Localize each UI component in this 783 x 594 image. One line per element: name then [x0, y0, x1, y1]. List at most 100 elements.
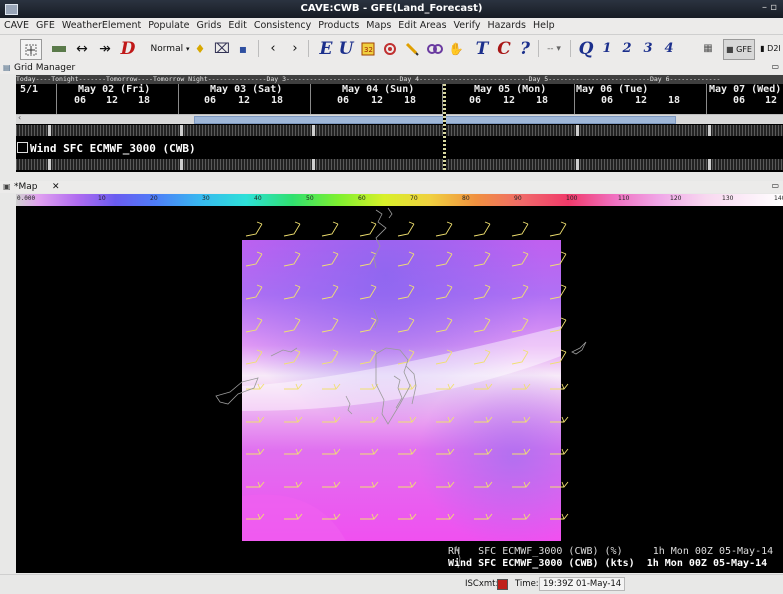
pencil-icon[interactable]: ♦ — [194, 41, 206, 56]
hour-label: 12 — [371, 95, 384, 106]
color-bar[interactable]: 0.000 10 20 30 40 50 60 70 80 90 100 110 120 130 140 — [16, 194, 783, 206]
menu-grids[interactable]: Grids — [196, 20, 222, 31]
step-forward-icon[interactable]: › — [292, 41, 298, 56]
brush-icon[interactable] — [404, 39, 420, 58]
map-canvas[interactable]: RH SFC ECMWF_3000 (CWB) (%) 1h Mon 00Z 0… — [16, 206, 783, 573]
hour-label: 06 — [469, 95, 482, 106]
window-controls[interactable]: – ▫ — [762, 2, 777, 13]
help-query-icon[interactable]: ? — [520, 38, 530, 59]
contour-icon[interactable]: ⌧ — [213, 40, 231, 57]
menu-consistency[interactable]: Consistency — [253, 20, 312, 31]
wind-barb — [283, 251, 301, 267]
wind-barb — [398, 513, 417, 520]
menu-hazards[interactable]: Hazards — [487, 20, 526, 31]
row-checkbox-icon[interactable] — [17, 142, 28, 153]
wind-barb — [397, 317, 415, 333]
wind-barb — [398, 416, 417, 423]
wind-barb — [398, 383, 417, 390]
save-icon[interactable]: ▪ — [238, 41, 248, 56]
link-icon[interactable] — [426, 39, 444, 58]
dash-dropdown[interactable]: -- ▾ — [547, 43, 561, 54]
sample-tool-icon[interactable] — [50, 39, 68, 58]
legend-wind-text: SFC ECMWF_3000 (CWB) (kts) — [478, 558, 635, 569]
isc-indicator[interactable] — [497, 579, 508, 590]
menu-weatherelement[interactable]: WeatherElement — [61, 20, 142, 31]
wind-barb — [549, 349, 567, 365]
hand-icon[interactable]: ✋ — [448, 41, 464, 56]
menu-cave[interactable]: CAVE — [4, 20, 30, 31]
map-tab[interactable]: ▣ *Map ✕ ▭ — [0, 181, 783, 193]
rh-image — [242, 240, 561, 541]
toolbar-e-button[interactable]: E — [319, 38, 333, 59]
d2d-icon: ▮ — [760, 44, 765, 53]
legend-rh[interactable]: RH SFC ECMWF_3000 (CWB) (%) 1h Mon 00Z 0… — [448, 546, 773, 557]
hour-label: 18 — [271, 95, 284, 106]
grid-row-label[interactable]: Wind SFC ECMWF_3000 (CWB) — [17, 142, 196, 155]
app-icon — [5, 4, 18, 15]
minimize-icon[interactable]: ▭ — [771, 181, 779, 190]
wind-barb — [436, 416, 455, 423]
select-tool-icon[interactable] — [20, 39, 42, 60]
wind-barb — [435, 349, 453, 365]
grid-manager-tab[interactable]: ▤ Grid Manager ▭ — [0, 62, 783, 74]
wind-barb — [474, 481, 493, 488]
menu-products[interactable]: Products — [318, 20, 360, 31]
close-icon[interactable]: ✕ — [52, 182, 60, 192]
menu-gfe[interactable]: GFE — [36, 20, 55, 31]
day-label: May 05 (Mon) — [474, 84, 547, 95]
step-back-icon[interactable]: ‹ — [270, 41, 276, 56]
hour-label: 06 — [601, 95, 614, 106]
toolbar-t-button[interactable]: T — [475, 38, 489, 59]
menu-populate[interactable]: Populate — [148, 20, 190, 31]
scrollbar-thumb[interactable] — [194, 116, 676, 124]
adjust-icon[interactable]: ↠ — [99, 40, 111, 57]
toolbar-4-button[interactable]: 4 — [664, 41, 674, 56]
toolbar-u-button[interactable]: U — [338, 38, 354, 59]
toolbar-3-button[interactable]: 3 — [643, 41, 653, 56]
date-first-label: 5/1 — [20, 84, 39, 95]
target-icon[interactable] — [382, 39, 398, 58]
colorbar-tick-label: 130 — [722, 195, 734, 202]
menu-edit-areas[interactable]: Edit Areas — [398, 20, 447, 31]
time-label: Time: — [515, 579, 539, 589]
perspective-gfe-label: GFE — [736, 45, 752, 54]
legend-wind[interactable]: Wind SFC ECMWF_3000 (CWB) (kts) 1h Mon 0… — [448, 558, 767, 569]
thirty-two-icon[interactable]: 32 — [360, 39, 376, 58]
wind-barb — [550, 416, 569, 423]
wind-barb — [435, 317, 453, 333]
wind-barb — [397, 349, 415, 365]
map-tab-label: *Map — [14, 182, 38, 192]
menu-help[interactable]: Help — [532, 20, 555, 31]
toolbar-q-button[interactable]: Q — [578, 38, 594, 59]
toolbar-1-button[interactable]: 1 — [602, 41, 612, 56]
time-cursor[interactable] — [443, 84, 446, 172]
perspective-gfe-button[interactable]: ■ GFE — [723, 39, 755, 60]
wind-barb — [245, 349, 263, 365]
scroll-left-icon[interactable]: ‹ — [18, 113, 22, 122]
wind-barb — [512, 513, 531, 520]
perspective-open-icon[interactable]: ▦ — [703, 43, 713, 54]
wind-barb — [284, 481, 303, 488]
wind-barb — [435, 284, 453, 300]
grid-row[interactable] — [16, 159, 783, 170]
hour-label: 12 — [106, 95, 119, 106]
chevron-down-icon: ▾ — [185, 44, 190, 53]
wind-barb — [511, 349, 529, 365]
wind-barb — [512, 481, 531, 488]
colorbar-tick-label: 70 — [410, 195, 418, 202]
menu-verify[interactable]: Verify — [453, 20, 481, 31]
toolbar-c-button[interactable]: C — [497, 38, 511, 59]
perspective-d2d-button[interactable]: ▮ D2I — [758, 39, 783, 58]
minimize-icon[interactable]: ▭ — [771, 62, 779, 71]
wind-barb — [283, 317, 301, 333]
grid-row[interactable] — [16, 125, 783, 136]
toolbar-2-button[interactable]: 2 — [622, 41, 632, 56]
draw-d-button[interactable]: D — [120, 38, 136, 59]
move-copy-icon[interactable]: ↔ — [76, 40, 88, 57]
mode-dropdown[interactable]: Normal ▾ — [146, 39, 194, 58]
wind-barb — [549, 251, 567, 267]
menu-edit[interactable]: Edit — [228, 20, 247, 31]
wind-barb — [474, 448, 493, 455]
menu-maps[interactable]: Maps — [366, 20, 392, 31]
status-bar: ISCxmt: Time: 19:39Z 01-May-14 — [0, 574, 783, 594]
